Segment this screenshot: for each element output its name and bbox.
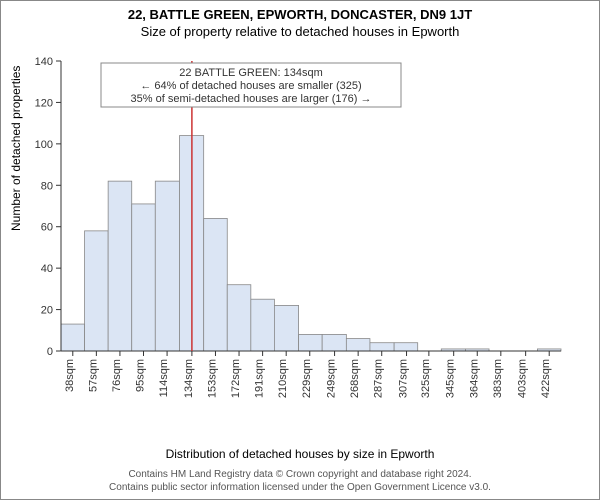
svg-text:76sqm: 76sqm	[111, 359, 123, 392]
svg-text:120: 120	[35, 97, 53, 109]
title-main: 22, BATTLE GREEN, EPWORTH, DONCASTER, DN…	[1, 7, 599, 22]
histogram-bar	[322, 334, 346, 351]
svg-text:57sqm: 57sqm	[87, 359, 99, 392]
histogram-bar	[346, 339, 370, 351]
svg-text:268sqm: 268sqm	[349, 359, 361, 398]
svg-text:422sqm: 422sqm	[540, 359, 552, 398]
svg-text:140: 140	[35, 56, 53, 68]
y-axis-label: Number of detached properties	[9, 66, 23, 231]
svg-text:403sqm: 403sqm	[517, 359, 529, 398]
svg-text:287sqm: 287sqm	[373, 359, 385, 398]
credit-text: Contains HM Land Registry data © Crown c…	[1, 468, 599, 494]
svg-text:38sqm: 38sqm	[64, 359, 76, 392]
histogram-bar	[227, 285, 251, 351]
svg-text:95sqm: 95sqm	[135, 359, 147, 392]
histogram-bar	[132, 204, 156, 351]
annotation-line-2: ← 64% of detached houses are smaller (32…	[140, 80, 361, 92]
title-sub: Size of property relative to detached ho…	[1, 24, 599, 39]
annotation-line-3: 35% of semi-detached houses are larger (…	[131, 93, 372, 105]
x-axis-label: Distribution of detached houses by size …	[1, 447, 599, 461]
svg-text:364sqm: 364sqm	[468, 359, 480, 398]
histogram-bar	[155, 181, 179, 351]
svg-text:80: 80	[41, 180, 53, 192]
histogram-bar	[85, 231, 109, 351]
chart-container: 22, BATTLE GREEN, EPWORTH, DONCASTER, DN…	[0, 0, 600, 500]
histogram-bar	[299, 334, 323, 351]
svg-text:100: 100	[35, 139, 53, 151]
histogram-bar	[370, 343, 394, 351]
svg-text:114sqm: 114sqm	[158, 359, 170, 397]
svg-text:172sqm: 172sqm	[230, 359, 242, 398]
credit-line-1: Contains HM Land Registry data © Crown c…	[1, 468, 599, 481]
svg-text:60: 60	[41, 222, 53, 234]
histogram-bar	[394, 343, 418, 351]
chart-area: 02040608010012014038sqm57sqm76sqm95sqm11…	[61, 61, 561, 401]
svg-text:345sqm: 345sqm	[445, 359, 457, 398]
histogram-bar	[61, 324, 85, 351]
svg-text:383sqm: 383sqm	[492, 359, 504, 398]
credit-line-2: Contains public sector information licen…	[1, 481, 599, 494]
svg-text:40: 40	[41, 263, 53, 275]
histogram-bar	[108, 181, 132, 351]
histogram-bar	[204, 218, 228, 351]
histogram-bar	[274, 305, 298, 351]
svg-text:153sqm: 153sqm	[206, 359, 218, 398]
svg-text:191sqm: 191sqm	[254, 359, 266, 398]
svg-text:0: 0	[47, 346, 53, 358]
annotation-line-1: 22 BATTLE GREEN: 134sqm	[179, 67, 322, 79]
histogram-svg: 02040608010012014038sqm57sqm76sqm95sqm11…	[61, 61, 561, 401]
svg-text:307sqm: 307sqm	[398, 359, 410, 398]
svg-text:249sqm: 249sqm	[326, 359, 338, 398]
svg-text:325sqm: 325sqm	[420, 359, 432, 398]
svg-text:134sqm: 134sqm	[183, 359, 195, 398]
histogram-bar	[251, 299, 275, 351]
svg-text:229sqm: 229sqm	[301, 359, 313, 398]
svg-text:210sqm: 210sqm	[277, 359, 289, 398]
svg-text:20: 20	[41, 305, 53, 317]
